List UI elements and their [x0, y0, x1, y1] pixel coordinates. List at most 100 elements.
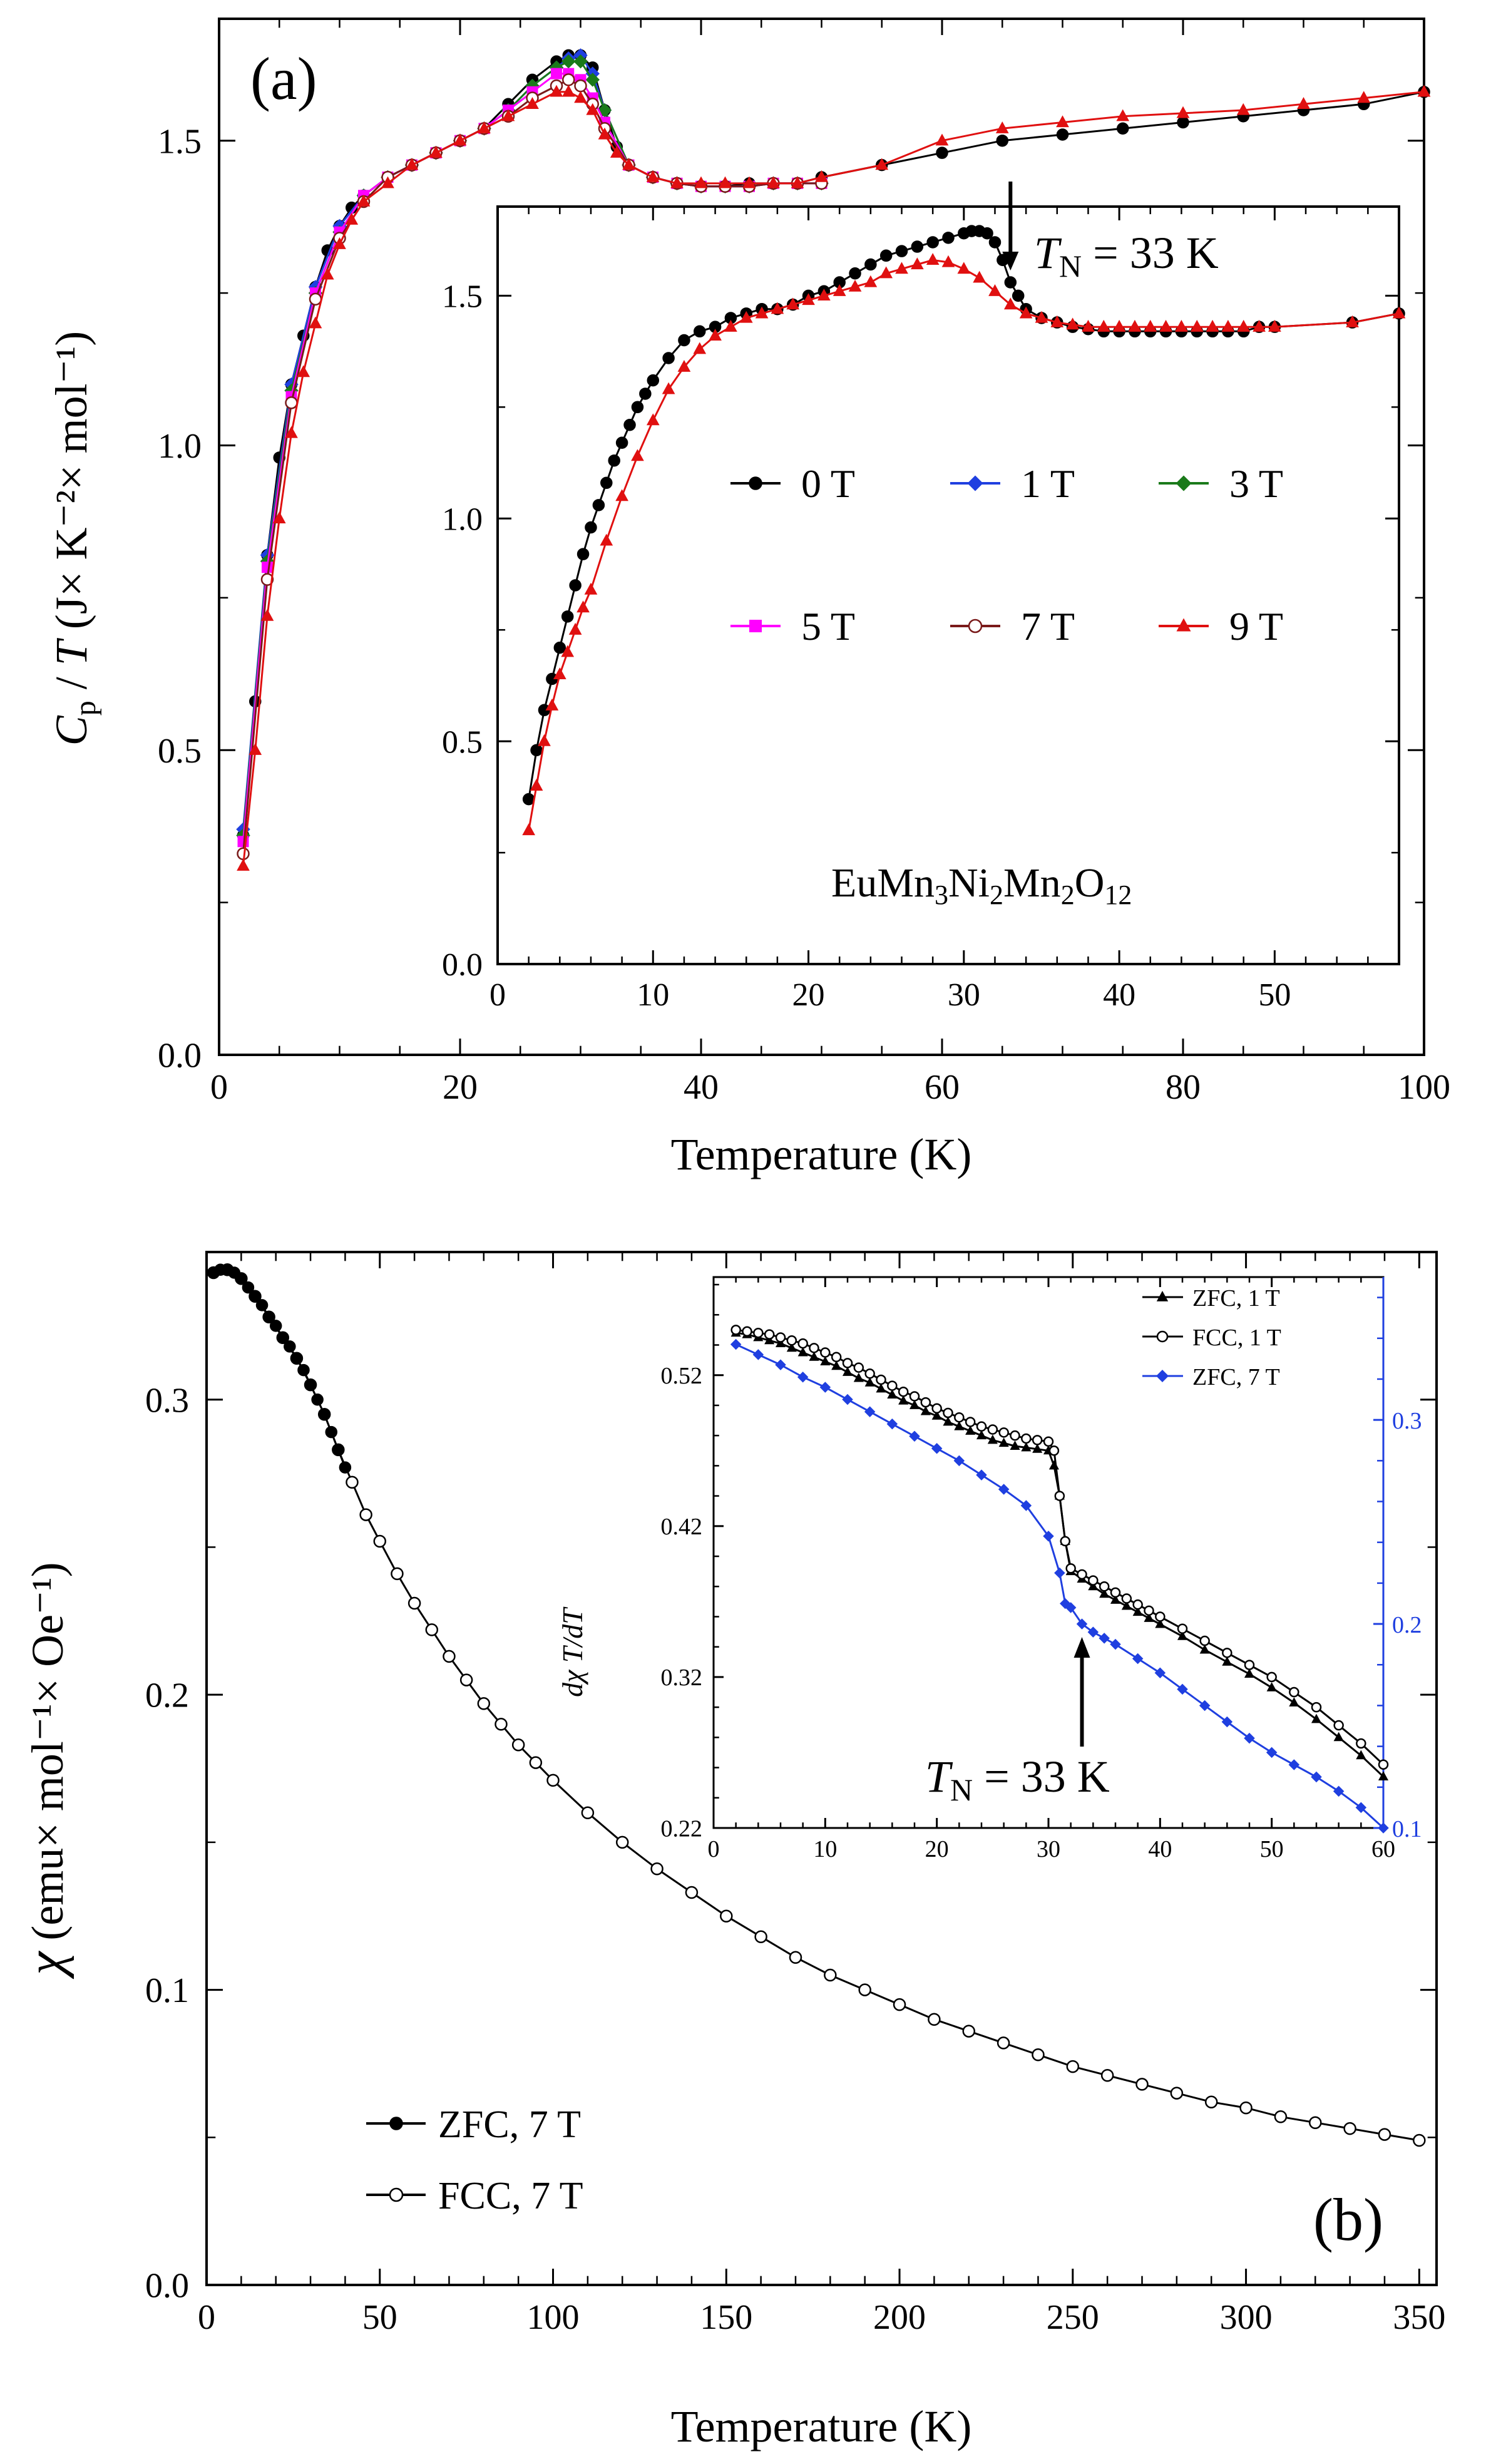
panel-b-inset-series-zfc-1-t-point	[831, 1360, 842, 1370]
panel-b-series-zfc-7-t-point	[332, 1444, 345, 1456]
panel-a-inset-series-0-t-point	[849, 267, 861, 280]
panel-a-inset-series-0-t-point	[864, 258, 877, 271]
panel-a-xtick-label: 0	[210, 1068, 228, 1107]
legend-marker	[749, 620, 762, 632]
panel-b-inset-series-zfc-1-t-point	[853, 1372, 864, 1382]
panel-b-inset-series-fcc-1-t-point	[1199, 1635, 1210, 1646]
panel-b-xtick-label: 150	[700, 2298, 752, 2337]
legend-marker	[389, 2187, 404, 2202]
panel-a-legend: 0 T 1 T 3 T 5 T 7 T 9 T	[730, 461, 1283, 649]
panel-a-series-9-t-point	[429, 145, 443, 158]
panel-b-inset-series-zfc-1-t-point	[898, 1395, 909, 1405]
panel-a-series-9-t-point	[1116, 109, 1130, 121]
panel-a-inset-series-0-t-point	[623, 419, 636, 431]
panel-a-inset-series-9-t-point	[1190, 319, 1204, 332]
panel-a-inset-series-9-t-point	[1206, 319, 1219, 332]
panel-a-inset-series-9-t-point	[568, 622, 582, 635]
panel-b-series-fcc-7-t-point	[477, 1697, 491, 1710]
panel-b-inset-xtick-label: 60	[1371, 1836, 1395, 1862]
panel-b-inset-series-fcc-1-t-point	[1021, 1433, 1032, 1444]
panel-b-inset-series-zfc-1-t-point	[876, 1383, 886, 1393]
panel-a-series-9-t-point	[237, 858, 250, 871]
legend-marker	[389, 2117, 403, 2130]
panel-b-inset-series-fcc-1-t-point	[1065, 1563, 1076, 1574]
panel-a-series-9-t-point	[610, 145, 623, 158]
panel-a-inset-series-9-t-point	[1003, 297, 1017, 310]
panel-b-series-fcc-7-t-point	[1066, 2060, 1080, 2073]
panel-b-inset-series-zfc-7-t-point	[1110, 1638, 1121, 1650]
panel-a-inset-ytick-label: 0.0	[442, 947, 483, 983]
panel-b-inset-series-fcc-1-t-point	[1010, 1430, 1020, 1441]
panel-a-ytick-label: 1.5	[158, 122, 202, 161]
panel-b-inset-series-fcc-1-t-point	[976, 1421, 987, 1432]
legend-label: 9 T	[1229, 604, 1283, 649]
panel-a-series-0-t-point	[936, 146, 948, 159]
panel-a-series-7-t-point	[574, 79, 587, 93]
panel-b-series-zfc-7-t-point	[262, 1310, 275, 1323]
panel-a-inset-series-9-t-point	[973, 270, 986, 283]
panel-b-inset-series-zfc-7-t-point	[1333, 1785, 1345, 1797]
panel-b-inset-series	[730, 1325, 1389, 1834]
panel-b-series-fcc-7-t-point	[1032, 2048, 1045, 2061]
panel-a-inset-series-0-t-point	[981, 227, 993, 240]
panel-b-inset-series-zfc-7-t-point	[1378, 1822, 1389, 1834]
panel-b-inset-series-zfc-7-t-point	[1087, 1626, 1099, 1638]
legend-label: ZFC, 7 T	[438, 2103, 581, 2146]
panel-b-inset-series-fcc-1-t-point	[1043, 1436, 1054, 1447]
panel-a-inset-series-9-t-point	[802, 293, 815, 305]
panel-b-inset-series-fcc-1-t-point	[1155, 1611, 1166, 1622]
legend-entry-zfc-7-t: ZFC, 7 T	[1142, 1364, 1280, 1390]
panel-a-inset-series-9-t-point	[538, 734, 551, 746]
panel-a-inset-series-9-t-point	[662, 382, 675, 394]
panel-a-series-9-t-point	[357, 194, 371, 207]
panel-b-series-fcc-7-t-point	[720, 1909, 733, 1922]
panel-a-inset-frame	[496, 205, 1400, 965]
panel-a-series-9-t-point	[550, 85, 563, 97]
panel-a-inset-xtick-label: 20	[792, 977, 825, 1013]
panel-a-inset-series-9-t-point	[771, 302, 784, 314]
panel-a-inset-series-9-t-point	[553, 667, 566, 680]
panel-a-series-0-t-point	[1056, 128, 1069, 141]
panel-b-series-zfc-7-t-point	[269, 1320, 282, 1332]
panel-b-inset-right-ytick-label: 0.2	[1392, 1612, 1422, 1638]
panel-b-inset-series-zfc-1-t-point	[1222, 1656, 1232, 1666]
panel-b-label: (b)	[1313, 2186, 1383, 2253]
panel-a-inset-series-9-t-point	[1144, 319, 1157, 332]
panel-b-inset-right-ytick-label: 0.1	[1392, 1816, 1422, 1842]
panel-b-inset-series-zfc-1-t-point	[1132, 1606, 1143, 1616]
panel-a-xtick-label: 60	[925, 1068, 960, 1107]
panel-b-inset-xtick-label: 50	[1260, 1836, 1284, 1862]
panel-b-inset-xtick-label: 30	[1037, 1836, 1060, 1862]
panel-b-inset-series-zfc-1-t-point	[943, 1416, 953, 1426]
panel-b-series-zfc-7-t-point	[242, 1281, 255, 1294]
panel-b-inset-series-fcc-1-t-point	[1048, 1445, 1060, 1456]
panel-a-series-5-t-point	[262, 562, 273, 573]
panel-b-series-fcc-7-t-point	[1309, 2116, 1322, 2129]
panel-b-inset-series-zfc-1-t-point	[920, 1405, 931, 1415]
panel-a-ytick-label: 0.5	[158, 732, 202, 771]
panel-a-series-9-t-point	[586, 103, 600, 115]
legend-entry-zfc-1-t: ZFC, 1 T	[1142, 1285, 1280, 1312]
panel-b-inset-series-fcc-1-t-point	[876, 1374, 886, 1385]
panel-a-inset-series-9-t-point	[561, 645, 575, 657]
panel-b-inset-xtick-label: 10	[813, 1836, 837, 1862]
panel-b-inset-ytick-label: 0.32	[661, 1665, 703, 1691]
panel-a-inset-ytick-label: 1.5	[442, 279, 483, 315]
panel-a-inset-series-0-t-point	[615, 436, 628, 449]
panel-a-inset-series-9-t-point	[1128, 319, 1142, 332]
panel-b-ytick-label: 0.2	[145, 1676, 189, 1715]
panel-b-inset-series-zfc-7-t-point	[998, 1484, 1010, 1495]
panel-b-series-fcc-7-t-point	[1204, 2095, 1218, 2108]
panel-b-series-fcc-7-t-point	[373, 1534, 387, 1548]
panel-b-inset-series-zfc-1-t-point	[976, 1430, 987, 1440]
panel-a-inset-tn-arrow	[1002, 182, 1019, 270]
panel-a-inset-axes: 0 10 20 30 40 50 0.0 0.5 1.0 1.5	[442, 207, 1400, 1013]
panel-b-series-fcc-7-t-point	[824, 1968, 837, 1982]
panel-b-inset-series-fcc-1-t-point	[998, 1427, 1009, 1438]
panel-b-inset-series-zfc-7-t-point	[976, 1469, 987, 1481]
panel-a-xtick-label: 20	[443, 1068, 478, 1107]
panel-b-inset: 0 10 20 30 40 50 60 0.22 0.32 0.42 0.52 0.1 0.2 0.3 d…	[556, 1276, 1422, 1862]
panel-b-inset-series-fcc-1-t	[730, 1325, 1389, 1770]
panel-b-xtick-label: 250	[1047, 2298, 1099, 2337]
panel-b-inset-ylabel: dχ T/dT	[556, 1606, 588, 1697]
